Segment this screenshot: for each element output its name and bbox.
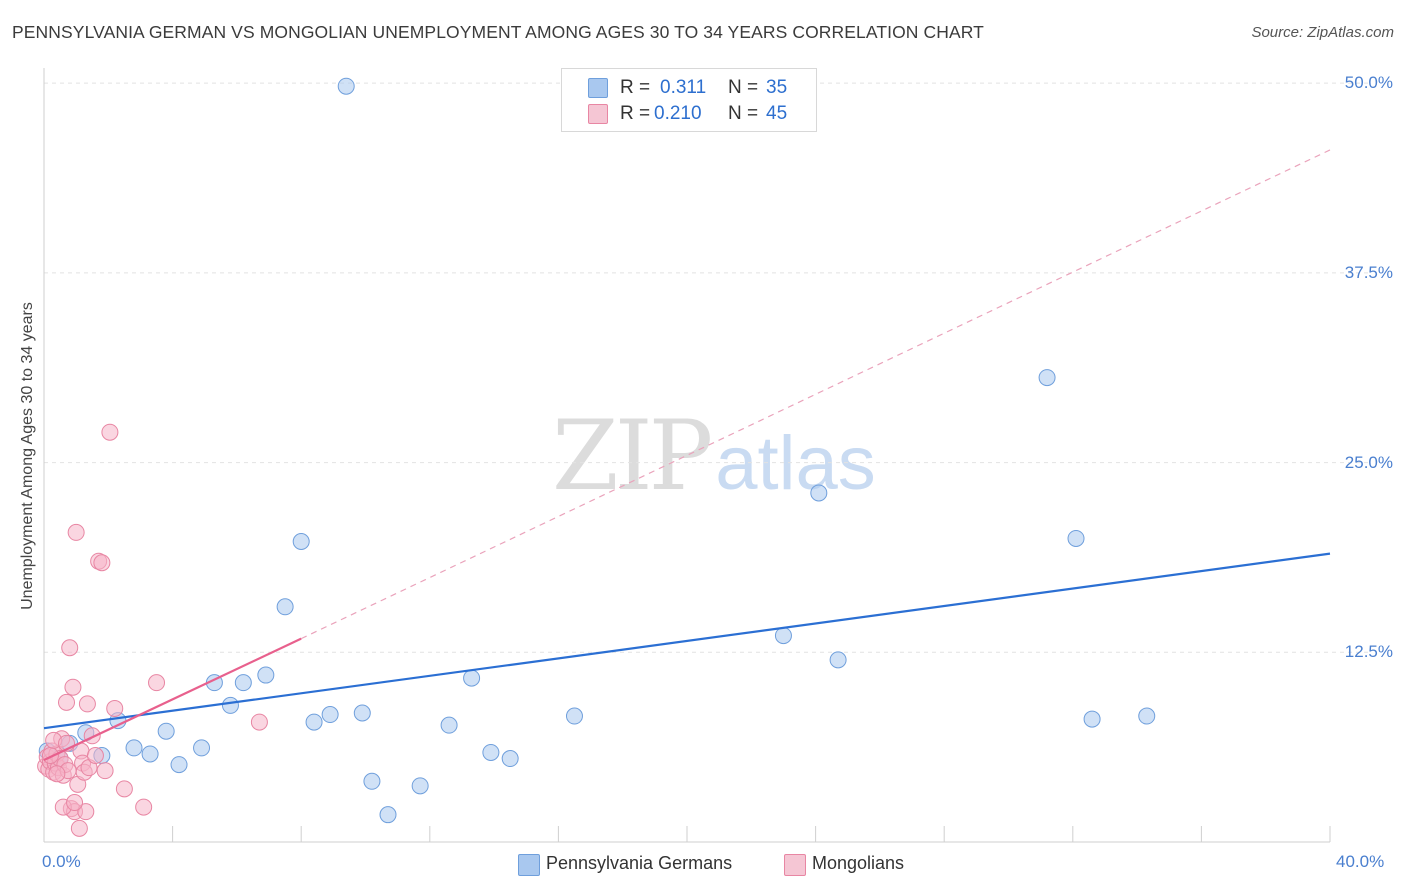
point-pennsylvania-germans — [234, 674, 252, 692]
chart-title: PENNSYLVANIA GERMAN VS MONGOLIAN UNEMPLO… — [12, 22, 984, 42]
legend-swatch-pennsylvania-germans — [518, 854, 540, 876]
point-pennsylvania-germans — [141, 745, 159, 763]
point-mongolians — [96, 762, 114, 780]
y-tick-label: 25.0% — [1344, 452, 1393, 472]
legend-r-label: R = — [620, 77, 651, 98]
point-mongolians — [48, 765, 66, 783]
watermark-zip: ZIP — [552, 400, 713, 512]
y-axis-label: Unemployment Among Ages 30 to 34 years — [19, 302, 36, 610]
point-pennsylvania-germans — [257, 666, 275, 684]
point-mongolians — [250, 713, 268, 731]
point-pennsylvania-germans — [829, 651, 847, 669]
y-tick-label: 37.5% — [1344, 262, 1393, 282]
point-pennsylvania-germans — [774, 627, 792, 645]
trend-line-pennsylvania-germans — [43, 552, 1331, 730]
point-mongolians — [86, 746, 104, 764]
trend-extension-mongolians — [300, 149, 1331, 640]
legend-swatch-mongolians — [784, 854, 806, 876]
correlation-legend: R = 0.311 N = 35 R = 0.210 N = 45 — [561, 68, 817, 132]
point-pennsylvania-germans — [1138, 707, 1156, 725]
trend-line-mongolians — [43, 637, 302, 762]
legend-n-label: N = — [728, 77, 759, 98]
legend-n-value: 35 — [766, 77, 788, 98]
legend-r-label: R = — [620, 103, 651, 124]
point-pennsylvania-germans — [1067, 529, 1085, 547]
y-tick-label: 50.0% — [1344, 73, 1393, 93]
series-legend: Pennsylvania Germans Mongolians — [0, 852, 1406, 878]
legend-swatch-pennsylvania-germans — [588, 78, 608, 98]
point-pennsylvania-germans — [321, 706, 339, 724]
point-pennsylvania-germans — [379, 806, 397, 824]
point-mongolians — [66, 794, 84, 812]
legend-r-value: 0.210 — [654, 103, 702, 124]
point-pennsylvania-germans — [482, 743, 500, 761]
point-pennsylvania-germans — [353, 704, 371, 722]
legend-label-pennsylvania-germans: Pennsylvania Germans — [546, 853, 733, 873]
point-mongolians — [135, 798, 153, 816]
source-label: Source: ZipAtlas.com — [1251, 24, 1394, 41]
point-pennsylvania-germans — [193, 739, 211, 757]
point-pennsylvania-germans — [305, 713, 323, 731]
point-pennsylvania-germans — [463, 669, 481, 687]
point-pennsylvania-germans — [440, 716, 458, 734]
x-tick-label-min: 0.0% — [42, 852, 81, 871]
point-mongolians — [58, 693, 76, 711]
point-pennsylvania-germans — [363, 772, 381, 790]
point-pennsylvania-germans — [501, 750, 519, 768]
legend-n-value: 45 — [766, 103, 788, 124]
watermark-atlas: atlas — [715, 421, 876, 506]
point-mongolians — [101, 423, 119, 441]
point-pennsylvania-germans — [292, 533, 310, 551]
point-mongolians — [78, 695, 96, 713]
point-pennsylvania-germans — [157, 722, 175, 740]
point-pennsylvania-germans — [411, 777, 429, 795]
point-mongolians — [115, 780, 133, 798]
point-pennsylvania-germans — [810, 484, 828, 502]
point-pennsylvania-germans — [170, 756, 188, 774]
legend-r-value: 0.311 — [660, 77, 707, 98]
point-mongolians — [106, 699, 124, 717]
point-mongolians — [67, 523, 85, 541]
point-pennsylvania-germans — [337, 77, 355, 95]
point-mongolians — [77, 803, 95, 821]
point-pennsylvania-germans — [1038, 369, 1056, 387]
point-mongolians — [70, 819, 88, 837]
point-mongolians — [148, 674, 166, 692]
point-mongolians — [64, 678, 82, 696]
legend-label-mongolians: Mongolians — [812, 853, 905, 873]
legend-n-label: N = — [728, 103, 759, 124]
point-pennsylvania-germans — [276, 598, 294, 616]
y-tick-label: 12.5% — [1344, 642, 1393, 662]
x-tick-label-max: 40.0% — [1336, 852, 1385, 871]
watermark: ZIPatlas — [552, 400, 876, 512]
point-mongolians — [93, 554, 111, 572]
point-pennsylvania-germans — [565, 707, 583, 725]
point-pennsylvania-germans — [1083, 710, 1101, 728]
point-mongolians — [61, 639, 79, 657]
point-pennsylvania-germans — [221, 696, 239, 714]
legend-swatch-mongolians — [588, 104, 608, 124]
point-pennsylvania-germans — [125, 739, 143, 757]
